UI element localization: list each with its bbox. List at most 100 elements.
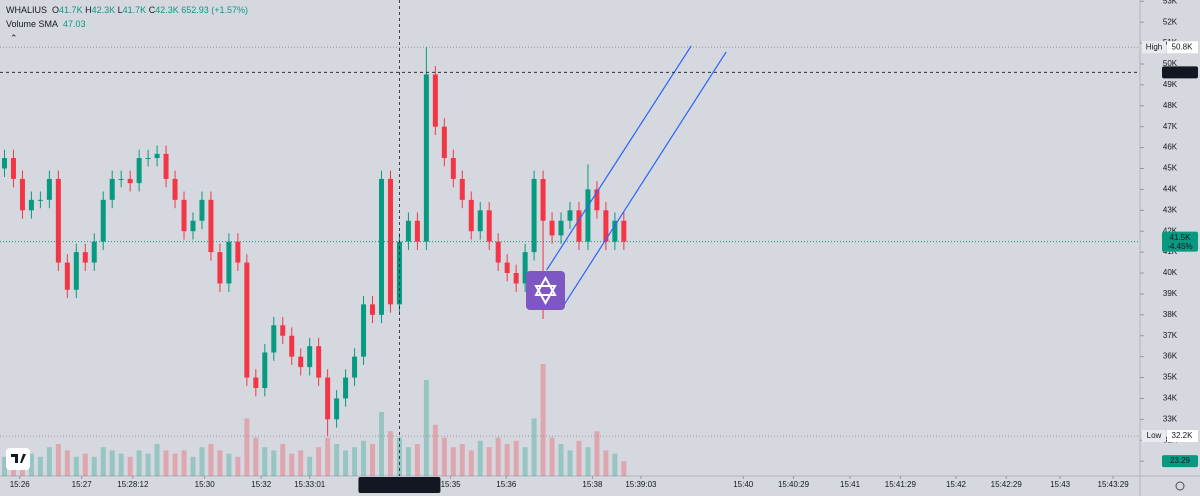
candle-body <box>190 220 196 232</box>
volume-bar <box>172 453 178 476</box>
x-tick-label: 15:40 <box>733 480 754 489</box>
logo <box>6 448 30 470</box>
crosshair-y-tag <box>1162 66 1198 79</box>
candle-body <box>495 241 501 263</box>
y-tick-label: 52K <box>1163 17 1178 26</box>
volume-bar <box>91 456 97 476</box>
x-tick-label: 15:35 <box>441 480 462 489</box>
candle-body <box>396 241 402 305</box>
candle-body <box>91 241 97 263</box>
candle-body <box>253 377 259 388</box>
ohlc-value: 42.3K <box>155 5 179 15</box>
last-tag <box>1162 231 1198 252</box>
volume-bar <box>208 444 214 476</box>
candle-body <box>10 158 16 179</box>
candle-body <box>603 210 609 242</box>
last-price: 41.5K <box>1170 233 1192 242</box>
volume-bar <box>468 450 474 476</box>
volume-bar <box>540 364 546 476</box>
x-tick-label: 15:26 <box>10 480 31 489</box>
volume-bar <box>217 450 223 476</box>
volume-bar <box>504 444 510 476</box>
y-tick-label: 34K <box>1163 394 1178 403</box>
candle-body <box>612 220 618 242</box>
y-tick-label: 47K <box>1163 122 1178 131</box>
trend-line <box>546 45 692 271</box>
volume-bar <box>549 437 555 476</box>
candle-body <box>334 398 340 420</box>
candle-body <box>468 199 474 232</box>
candle-body <box>414 220 420 242</box>
ohlc-value: 41.7K <box>122 5 147 15</box>
candle-body <box>55 178 61 263</box>
candle-body <box>459 178 465 200</box>
candle-body <box>378 178 384 315</box>
candle-body <box>450 158 456 179</box>
indicator-value: 47.03 <box>63 19 86 29</box>
volume-bar <box>226 453 232 476</box>
volume-bar <box>334 444 340 476</box>
candle-body <box>109 178 115 200</box>
x-tick-label: 15:41:29 <box>885 480 917 489</box>
volume-bar <box>82 453 88 476</box>
x-tick-label: 15:38 <box>582 480 603 489</box>
y-tick-label: 46K <box>1163 143 1178 152</box>
volume-bar <box>253 437 259 476</box>
x-tick-label: 15:27 <box>72 480 93 489</box>
icon-bg <box>526 271 565 310</box>
candle-body <box>370 304 376 315</box>
settings-icon[interactable] <box>1175 481 1185 491</box>
volume-bar <box>145 453 151 476</box>
y-tick-label: 43K <box>1163 205 1178 214</box>
volume-bar <box>522 447 528 476</box>
candle-body <box>522 252 528 284</box>
volume-bar <box>387 431 393 476</box>
candle-body <box>432 74 438 127</box>
change: 652.93 (+1.57%) <box>181 5 249 15</box>
volume-bar <box>280 444 286 476</box>
marker-name: High <box>1146 42 1162 51</box>
ohlc-value: 41.7K <box>59 5 83 15</box>
candle-body <box>289 335 295 357</box>
y-tick-label: 48K <box>1163 101 1178 110</box>
candle-body <box>298 356 304 368</box>
candle-body <box>37 199 43 201</box>
x-tick-label: 15:42 <box>946 480 967 489</box>
candle-body <box>423 74 429 242</box>
volume-tag <box>1162 455 1198 468</box>
candle-body <box>181 199 187 232</box>
volume-last-label: 23.29 <box>1170 456 1191 465</box>
volume-bar <box>289 453 295 476</box>
volume-bar <box>298 450 304 476</box>
candle-body <box>127 178 133 184</box>
candle-body <box>567 210 573 221</box>
collapse-chevron[interactable]: ⌃ <box>10 33 18 43</box>
marker-tag <box>1142 41 1166 54</box>
volume-bar <box>307 456 313 476</box>
candle-body <box>1 158 7 169</box>
candle-body <box>64 262 70 290</box>
volume-bar <box>441 437 447 476</box>
y-tick-label: 45K <box>1163 164 1178 173</box>
volume-bar <box>621 461 627 476</box>
volume-bar <box>181 450 187 476</box>
volume-bar <box>262 447 268 476</box>
volume-bar <box>271 450 277 476</box>
y-tick-label: 38K <box>1163 310 1178 319</box>
candle-body <box>208 199 214 253</box>
volume-bar <box>163 450 169 476</box>
candle-body <box>540 178 546 221</box>
volume-bar <box>28 453 34 476</box>
volume-bar <box>55 444 61 476</box>
candle-body <box>280 325 286 336</box>
candle-body <box>271 325 277 353</box>
ohlc-key: O <box>52 5 60 15</box>
candle-body <box>621 220 627 242</box>
crosshair-x-label: 29 Dec '25 15:34:24 <box>364 480 436 489</box>
x-tick-label: 15:32 <box>251 480 272 489</box>
candle-body <box>28 199 34 211</box>
symbol: WHALIUS <box>6 5 48 15</box>
volume-bar <box>450 447 456 476</box>
